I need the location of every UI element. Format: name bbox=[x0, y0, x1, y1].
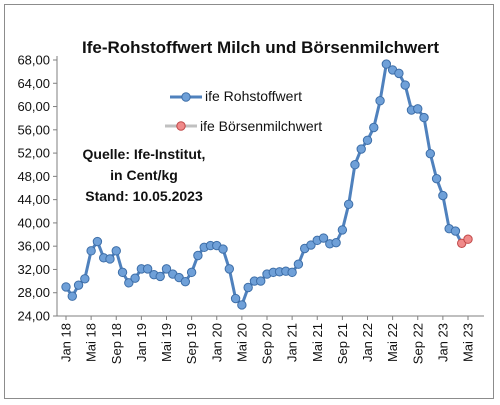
x-tick-label: Jan 18 bbox=[59, 323, 74, 362]
data-point-rohstoffwert bbox=[230, 293, 241, 304]
data-point-rohstoffwert bbox=[425, 148, 436, 159]
data-point-rohstoffwert bbox=[400, 80, 410, 90]
y-tick-label: 68,00 bbox=[17, 53, 50, 68]
y-tick-label: 24,00 bbox=[17, 309, 50, 324]
data-point-rohstoffwert bbox=[86, 246, 96, 256]
data-point-rohstoffwert bbox=[105, 254, 115, 264]
y-tick-label: 56,00 bbox=[17, 122, 50, 137]
y-tick-label: 28,00 bbox=[17, 285, 50, 300]
data-point-rohstoffwert bbox=[350, 160, 360, 170]
data-point-rohstoffwert bbox=[61, 282, 71, 292]
data-point-rohstoffwert bbox=[243, 282, 253, 293]
legend-marker-rohstoffwert bbox=[181, 92, 191, 102]
data-point-rohstoffwert bbox=[92, 236, 103, 247]
data-point-rohstoffwert bbox=[224, 264, 235, 274]
x-tick-label: Sep 22 bbox=[410, 323, 425, 364]
x-tick-label: Mai 22 bbox=[385, 323, 400, 362]
data-point-rohstoffwert bbox=[193, 250, 203, 261]
data-point-rohstoffwert bbox=[142, 264, 153, 274]
data-point-boersenmilchwert bbox=[463, 234, 473, 244]
data-point-rohstoffwert bbox=[155, 271, 165, 282]
y-tick-label: 60,00 bbox=[17, 99, 50, 114]
data-point-rohstoffwert bbox=[124, 278, 134, 288]
data-point-rohstoffwert bbox=[237, 300, 247, 310]
data-point-rohstoffwert bbox=[256, 276, 266, 286]
data-point-rohstoffwert bbox=[343, 199, 354, 209]
data-point-rohstoffwert bbox=[293, 259, 304, 269]
data-point-rohstoffwert bbox=[369, 122, 379, 133]
data-point-rohstoffwert bbox=[381, 59, 392, 69]
y-tick-label: 64,00 bbox=[17, 76, 50, 91]
x-tick-label: Jan 20 bbox=[209, 323, 224, 362]
data-point-rohstoffwert bbox=[186, 267, 197, 278]
x-tick-label: Jan 23 bbox=[435, 323, 450, 362]
y-tick-label: 32,00 bbox=[17, 262, 50, 277]
data-point-rohstoffwert bbox=[438, 190, 448, 201]
data-point-rohstoffwert bbox=[287, 267, 297, 278]
data-point-rohstoffwert bbox=[111, 246, 121, 256]
x-tick-label: Jan 21 bbox=[285, 323, 300, 362]
data-point-rohstoffwert bbox=[419, 112, 429, 123]
x-tick-label: Mai 18 bbox=[84, 323, 99, 362]
data-point-rohstoffwert bbox=[318, 233, 329, 243]
data-point-rohstoffwert bbox=[356, 144, 366, 154]
x-tick-label: Mai 19 bbox=[159, 323, 174, 362]
data-point-rohstoffwert bbox=[450, 226, 461, 236]
data-point-rohstoffwert bbox=[394, 68, 404, 79]
data-point-rohstoffwert bbox=[130, 273, 140, 283]
x-tick-label: Sep 21 bbox=[335, 323, 350, 364]
y-tick-label: 40,00 bbox=[17, 215, 50, 230]
data-point-rohstoffwert bbox=[180, 276, 191, 287]
data-point-rohstoffwert bbox=[161, 264, 172, 274]
x-tick-label: Mai 23 bbox=[461, 323, 476, 362]
data-point-rohstoffwert bbox=[306, 240, 316, 250]
chart-title: Ife-Rohstoffwert Milch und Börsenmilchwe… bbox=[82, 38, 440, 57]
data-point-rohstoffwert bbox=[375, 96, 385, 106]
x-tick-label: Jan 22 bbox=[360, 323, 375, 362]
source-line-2: in Cent/kg bbox=[110, 167, 178, 183]
x-tick-label: Mai 21 bbox=[310, 323, 325, 362]
data-point-rohstoffwert bbox=[117, 267, 128, 278]
data-point-rohstoffwert bbox=[362, 135, 373, 145]
data-point-rohstoffwert bbox=[431, 173, 442, 184]
source-line-3: Stand: 10.05.2023 bbox=[85, 188, 203, 204]
y-tick-label: 52,00 bbox=[17, 146, 50, 161]
x-tick-label: Mai 20 bbox=[234, 323, 249, 362]
x-tick-label: Sep 20 bbox=[260, 323, 275, 364]
data-point-rohstoffwert bbox=[337, 225, 348, 235]
legend-marker-boersenmilchwert bbox=[176, 121, 186, 131]
x-tick-label: Sep 18 bbox=[109, 323, 124, 364]
data-point-rohstoffwert bbox=[218, 244, 228, 254]
y-tick-label: 48,00 bbox=[17, 169, 50, 184]
x-tick-label: Jan 19 bbox=[134, 323, 149, 362]
chart-frame bbox=[4, 4, 494, 399]
source-line-1: Quelle: Ife-Institut, bbox=[82, 146, 206, 162]
x-tick-label: Sep 19 bbox=[184, 323, 199, 364]
legend-label-rohstoffwert: ife Rohstoffwert bbox=[205, 88, 303, 104]
data-point-rohstoffwert bbox=[73, 280, 84, 290]
data-point-rohstoffwert bbox=[413, 104, 423, 114]
data-point-rohstoffwert bbox=[67, 291, 77, 301]
y-tick-label: 36,00 bbox=[17, 239, 50, 254]
legend-label-boersenmilchwert: ife Börsenmilchwert bbox=[200, 118, 323, 134]
data-point-rohstoffwert bbox=[80, 274, 90, 284]
y-tick-label: 44,00 bbox=[17, 192, 50, 207]
data-point-rohstoffwert bbox=[331, 237, 341, 248]
